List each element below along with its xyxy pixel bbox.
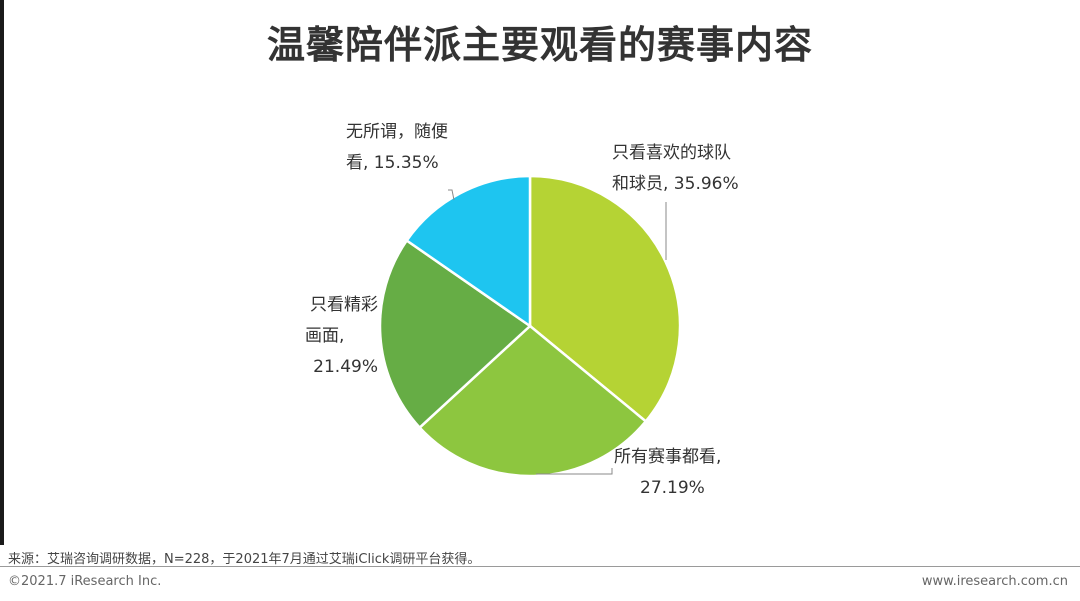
left-accent-bar: [0, 0, 4, 545]
website-link: www.iresearch.com.cn: [921, 574, 1068, 589]
label-favorite-teams-line2: 和球员, 35.96%: [612, 174, 739, 194]
slice-favorite-teams: [528, 174, 682, 424]
label-whatever-line1: 无所谓，随便: [346, 122, 448, 142]
footer-divider: [0, 566, 1080, 567]
label-highlights: 只看精彩 画面, 21.49%: [300, 290, 378, 383]
source-note: 来源：艾瑞咨询调研数据，N=228，于2021年7月通过艾瑞iClick调研平台…: [8, 552, 481, 567]
label-whatever-line2: 看, 15.35%: [346, 153, 439, 173]
copyright-text: ©2021.7 iResearch Inc.: [8, 574, 162, 589]
label-all-matches: 所有赛事都看, 27.19%: [614, 442, 721, 504]
leader-all-matches: [536, 468, 613, 475]
label-favorite-teams: 只看喜欢的球队 和球员, 35.96%: [612, 138, 739, 200]
leader-whatever: [448, 189, 455, 201]
slice-all-matches: [417, 324, 648, 478]
slice-whatever: [404, 174, 532, 329]
label-all-matches-line2: 27.19%: [640, 478, 705, 498]
label-highlights-line1: 只看精彩: [310, 295, 378, 315]
label-whatever: 无所谓，随便 看, 15.35%: [346, 117, 448, 179]
slice-highlights: [378, 238, 532, 430]
label-all-matches-line1: 所有赛事都看,: [614, 447, 722, 467]
chart-title: 温馨陪伴派主要观看的赛事内容: [266, 23, 813, 67]
label-favorite-teams-line1: 只看喜欢的球队: [612, 143, 731, 163]
label-highlights-line3: 21.49%: [313, 357, 378, 377]
label-highlights-line2: 画面,: [305, 326, 345, 346]
